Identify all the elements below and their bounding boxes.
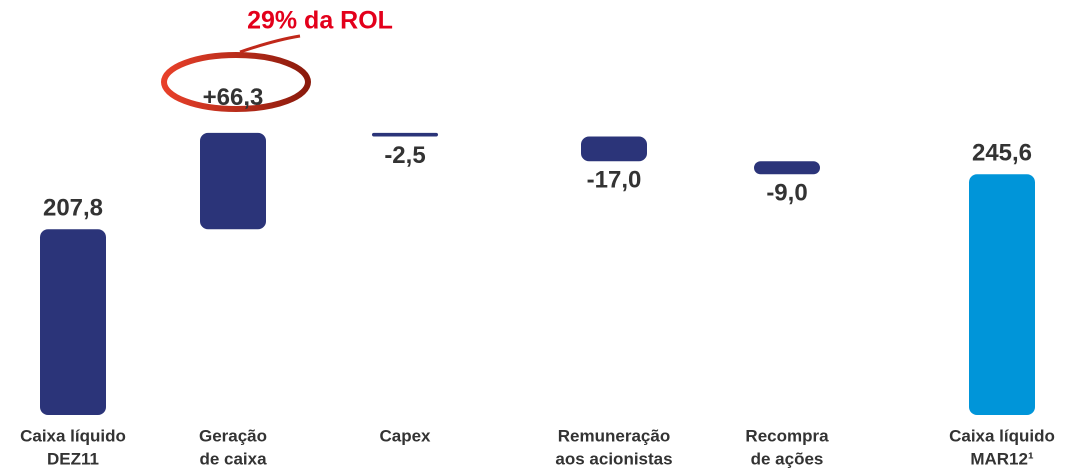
bar [40,229,106,415]
x-tick-label: Remuneração [558,426,670,445]
bar [581,136,647,162]
x-tick-label: Caixa líquido [20,426,126,445]
value-label: -17,0 [587,167,642,194]
bar [200,132,266,230]
x-tick-label: Geração [199,426,267,445]
x-tick-label: de caixa [199,449,267,468]
value-label: +66,3 [203,84,264,111]
x-tick-label: Capex [379,426,431,445]
value-label: 207,8 [43,195,103,222]
x-tick-label: DEZ11 [47,449,99,468]
annotation: 29% da ROL [247,7,393,35]
x-tick-label: de ações [751,449,824,468]
value-label: 245,6 [972,140,1032,167]
bar [969,174,1035,415]
bar [754,161,820,175]
bar [372,132,438,137]
x-tick-label: aos acionistas [555,449,672,468]
value-label: -2,5 [384,142,425,169]
ring-tail [239,34,301,54]
x-tick-label: MAR12¹ [970,449,1034,468]
x-tick-label: Recompra [745,426,829,445]
value-label: -9,0 [766,180,807,207]
x-tick-label: Caixa líquido [949,426,1055,445]
highlight-ring [161,52,311,112]
